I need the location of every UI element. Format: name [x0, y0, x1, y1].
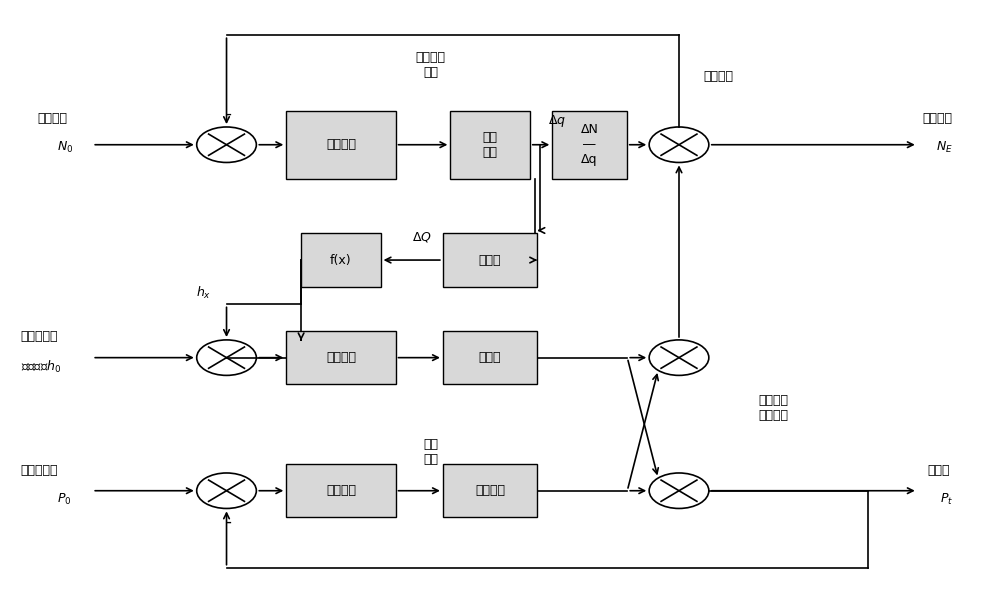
Text: $\Delta Q$: $\Delta Q$ — [412, 230, 432, 244]
Text: 负荷输出: 负荷输出 — [923, 112, 953, 125]
Text: 积分器: 积分器 — [479, 254, 501, 266]
Text: $h_x$: $h_x$ — [196, 285, 211, 301]
Text: 除氧器水位: 除氧器水位 — [21, 331, 58, 343]
Bar — [286, 331, 396, 384]
Bar — [450, 110, 530, 179]
Text: 限幅
模块: 限幅 模块 — [483, 131, 498, 159]
Text: 负荷定值: 负荷定值 — [38, 112, 68, 125]
Text: 主汽压定值: 主汽压定值 — [21, 463, 58, 476]
Text: -: - — [226, 513, 231, 531]
Bar — [552, 110, 627, 179]
Text: 阀门特性: 阀门特性 — [475, 484, 505, 497]
Bar — [301, 233, 381, 287]
Text: $P_t$: $P_t$ — [940, 492, 953, 507]
Text: f(x): f(x) — [330, 254, 352, 266]
Text: 功率偏差: 功率偏差 — [704, 70, 734, 83]
Text: ΔN
―
Δq: ΔN ― Δq — [581, 123, 598, 166]
Text: 机炉协调
耦合模型: 机炉协调 耦合模型 — [759, 394, 789, 422]
Bar — [443, 233, 537, 287]
Bar — [286, 464, 396, 518]
Text: 磨煤机: 磨煤机 — [479, 351, 501, 364]
Bar — [443, 464, 537, 518]
Bar — [286, 110, 396, 179]
Text: 转速变化
指令: 转速变化 指令 — [415, 51, 445, 79]
Bar — [443, 331, 537, 384]
Text: $N_E$: $N_E$ — [936, 140, 952, 155]
Text: 汽机
调门: 汽机 调门 — [423, 438, 438, 466]
Text: $N_0$: $N_0$ — [57, 140, 74, 155]
Text: 汽机主控: 汽机主控 — [326, 484, 356, 497]
Text: 主控制器: 主控制器 — [326, 139, 356, 151]
Text: 副控制器: 副控制器 — [326, 351, 356, 364]
Text: $P_0$: $P_0$ — [57, 492, 72, 507]
Text: $\Delta q$: $\Delta q$ — [548, 113, 566, 129]
Text: -: - — [226, 104, 231, 122]
Text: 设定高度$h_0$: 设定高度$h_0$ — [21, 358, 61, 374]
Text: 主汽压: 主汽压 — [928, 463, 950, 476]
